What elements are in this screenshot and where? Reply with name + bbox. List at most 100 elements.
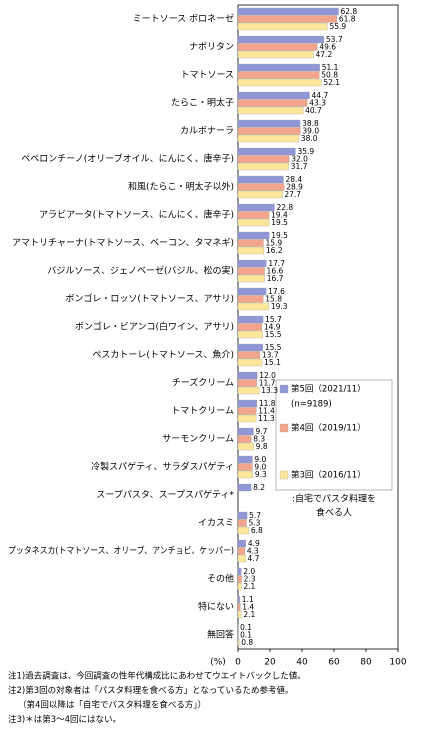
- bar: [238, 512, 247, 519]
- bar: [238, 484, 251, 491]
- category-label: ペペロンチーノ(オリーブオイル、にんにく、唐辛子): [21, 153, 234, 165]
- bar: [238, 456, 252, 463]
- bar: [238, 576, 242, 583]
- bar: [238, 596, 240, 603]
- category-label: アマトリチャーナ(トマトソース、ベーコン、タマネギ): [12, 238, 234, 249]
- bar: [238, 540, 246, 547]
- category-label: ペスカトーレ(トマトソース、魚介): [92, 349, 234, 361]
- bar: [238, 316, 263, 323]
- bar: [238, 107, 303, 114]
- bar: [238, 36, 324, 43]
- bar: [238, 611, 241, 618]
- category-label: カルボナーラ: [180, 126, 234, 137]
- footnote: （第4回以降は「自宅でパスタ料理を食べる方」）: [18, 700, 206, 711]
- category-label: ミートソース ボロネーゼ: [133, 13, 234, 25]
- x-tick-label: 20: [264, 658, 276, 668]
- category-label: バジルソース、ジェノベーゼ(バジル、松の実): [47, 265, 234, 277]
- category-label: 無回答: [207, 629, 234, 641]
- bar: [238, 23, 327, 30]
- value-label: 40.7: [305, 106, 322, 115]
- bar: [238, 324, 262, 331]
- value-label: 2.1: [243, 610, 255, 619]
- bar: [238, 64, 320, 71]
- category-label: アラビアータ(トマトソース、にんにく、唐辛子): [39, 209, 234, 221]
- bar: [238, 415, 256, 422]
- x-tick-label: 80: [360, 658, 372, 668]
- legend-note: 食べる人: [316, 507, 352, 519]
- bar: [238, 527, 249, 534]
- legend-swatch: [280, 424, 288, 432]
- bar: [238, 128, 300, 135]
- category-label: チーズクリーム: [172, 377, 234, 389]
- value-label: 47.2: [316, 50, 333, 59]
- x-tick-label: 0: [235, 658, 241, 668]
- bar: [238, 204, 274, 211]
- bar: [238, 344, 263, 351]
- x-axis-label: (%): [210, 658, 226, 668]
- bar: [238, 191, 282, 198]
- bar: [238, 296, 263, 303]
- value-label: 52.1: [323, 78, 340, 87]
- value-label: 11.3: [258, 414, 275, 423]
- bar: [238, 240, 263, 247]
- category-label: 冷製スパゲティ、サラダスパゲティ: [91, 461, 234, 473]
- value-label: 16.7: [267, 274, 284, 283]
- bar: [238, 120, 300, 127]
- bar: [238, 135, 299, 142]
- value-label: 0.8: [241, 638, 253, 647]
- value-label: 15.5: [265, 330, 282, 339]
- footnote: 注2)第3回の対象者は「パスタ料理を食べる方」となっているため参考値。: [8, 685, 293, 696]
- legend-swatch: [280, 471, 288, 479]
- bar: [238, 275, 265, 282]
- bar: [238, 464, 252, 471]
- bar: [238, 639, 239, 646]
- bar: [238, 72, 319, 79]
- category-label: イカスミ: [198, 518, 234, 529]
- value-label: 27.7: [284, 190, 301, 199]
- legend-label: 第5回（2021/11）: [291, 384, 366, 395]
- category-label: 特にない: [198, 601, 234, 613]
- bar: [238, 51, 314, 58]
- value-label: 19.3: [271, 302, 288, 311]
- bar: [238, 148, 295, 155]
- category-label: その他: [207, 573, 234, 585]
- bar: [238, 372, 257, 379]
- footnote: 注1)過去調査は、今回調査の性年代構成比にあわせてウエイトバックした値。: [8, 671, 306, 682]
- bar: [238, 176, 283, 183]
- bar: [238, 163, 289, 170]
- category-label: 和風(たらこ・明太子以外): [128, 181, 234, 193]
- bar: [238, 260, 266, 267]
- bar: [238, 184, 284, 191]
- value-label: 8.2: [253, 483, 265, 492]
- bar: [238, 288, 266, 295]
- value-label: 9.8: [256, 442, 268, 451]
- value-label: 9.3: [255, 470, 267, 479]
- category-label: プッタネスカ(トマトソース、オリーブ、アンチョビ、ケッパー): [8, 545, 234, 557]
- category-label: サーモンクリーム: [162, 434, 234, 445]
- bar: [238, 408, 256, 415]
- bar: [238, 387, 259, 394]
- value-label: 6.8: [251, 526, 263, 535]
- category-label: トマトクリーム: [171, 406, 234, 417]
- bar: [238, 583, 241, 590]
- bar: [238, 555, 246, 562]
- bar: [238, 303, 269, 310]
- bar: [238, 92, 310, 99]
- legend-label: 第4回（2019/11）: [291, 423, 366, 434]
- footnote: 注3)＊は第3～4回にはない。: [8, 714, 121, 725]
- bar: [238, 471, 253, 478]
- bar: [238, 8, 338, 15]
- bar: [238, 436, 251, 443]
- value-label: 4.7: [248, 554, 260, 563]
- bar: [238, 44, 317, 51]
- bar: [238, 79, 321, 86]
- bar: [238, 380, 257, 387]
- legend-note: :自宅でパスタ料理を: [292, 493, 376, 505]
- bar: [238, 331, 263, 338]
- value-label: 15.1: [264, 358, 281, 367]
- bar: [238, 443, 254, 450]
- legend-label: 第3回（2016/11）: [291, 470, 366, 481]
- x-tick-label: 60: [328, 658, 340, 668]
- category-label: スープパスタ、スープスパゲティ*: [96, 489, 234, 501]
